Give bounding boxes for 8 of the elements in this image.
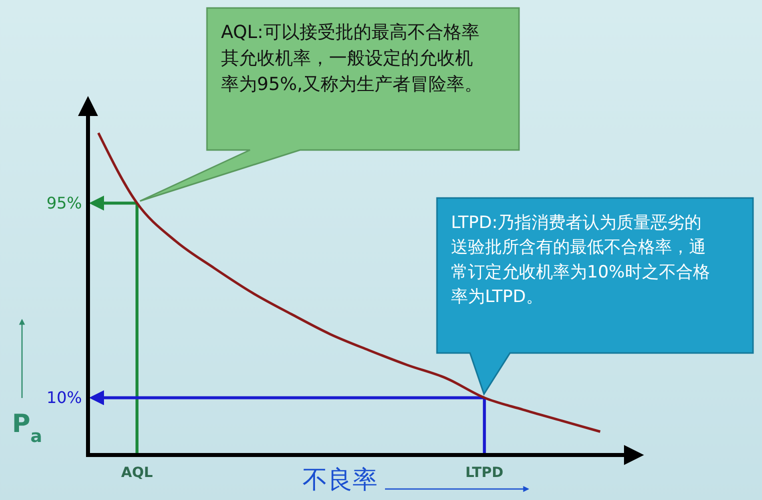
annotation: LTPD:乃指消费者认为质量恶劣的送验批所含有的最低不合格率，通常订定允收机率为10%时之不合格率为LTPD。 [451, 213, 710, 307]
y-tick-label: 10% [46, 388, 82, 408]
x-tick-label: AQL [121, 465, 153, 481]
x-axis-title: 不良率 [302, 465, 378, 494]
y-tick-label: 95% [46, 194, 82, 213]
x-tick-label: LTPD [465, 465, 504, 481]
text: AQL:可以接受批的最高不合格率其允收机率，一般设定的允收机率为95%,又称为生产者冒险率。 [221, 22, 483, 96]
y-axis-title: P$_{a}$ [12, 409, 42, 447]
